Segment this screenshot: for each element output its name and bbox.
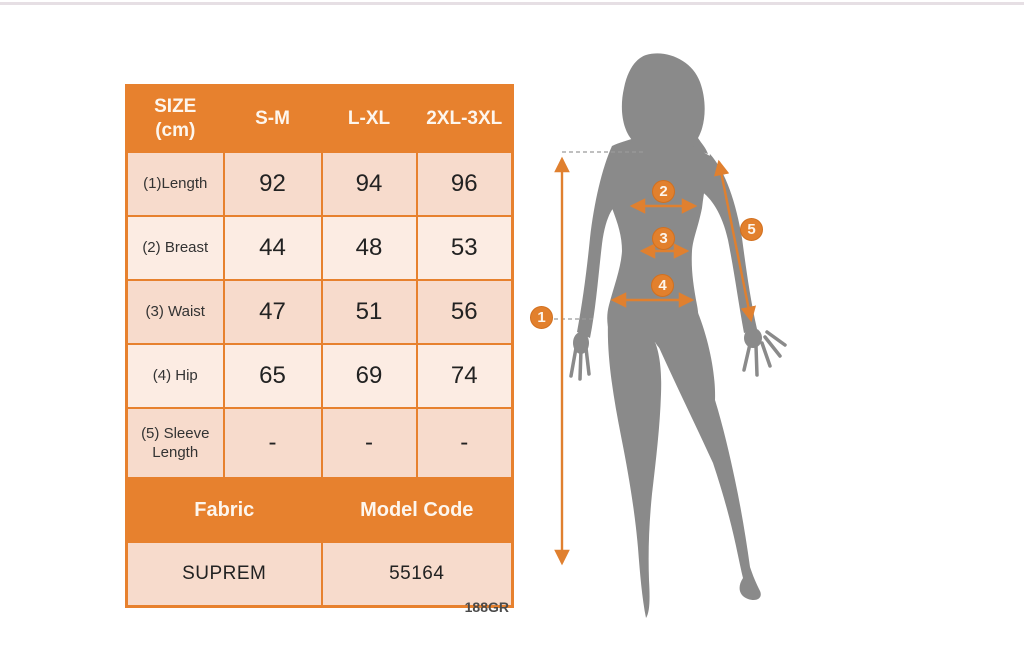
row-label-hip-text: (4) Hip	[152, 367, 198, 385]
measurement-marker-hip: 4	[651, 274, 674, 297]
waist-l-xl-value: 51	[320, 279, 418, 345]
info-value-row: SUPREM 55164	[125, 541, 514, 608]
measurement-marker-length: 1	[530, 306, 553, 329]
sleeve-measure-arrow	[713, 159, 757, 323]
hip-s-m-value: 65	[222, 343, 323, 409]
length-l-xl-value: 94	[320, 151, 418, 217]
size-chart: SIZE (cm) S-M L-XL 2XL-3XL (1)Length 92 …	[125, 84, 514, 608]
hip-l-xl-value: 69	[320, 343, 418, 409]
left-leg-shape	[607, 306, 662, 618]
row-label-breast-text: (2) Breast	[142, 239, 209, 257]
row-label-breast: (2) Breast	[125, 215, 225, 281]
waist-2xl-3xl-value: 56	[415, 279, 514, 345]
body-silhouette	[573, 53, 762, 618]
row-label-length-text: (1)Length	[143, 175, 208, 193]
fabric-weight-footnote: 188GR	[464, 599, 509, 615]
sleeve-2xl-3xl-value: -	[415, 407, 514, 479]
header-s-m: S-M	[222, 84, 323, 153]
size-chart-table: SIZE (cm) S-M L-XL 2XL-3XL (1)Length 92 …	[125, 84, 514, 608]
measurement-marker-waist: 3	[652, 227, 675, 250]
fabric-header: Fabric	[125, 477, 323, 543]
length-s-m-value: 92	[222, 151, 323, 217]
row-label-waist-text: (3) Waist	[145, 303, 205, 321]
hand-fingers	[569, 330, 787, 381]
breast-l-xl-value: 48	[320, 215, 418, 281]
table-row-hip: (4) Hip 65 69 74	[125, 343, 514, 409]
body-silhouette-svg	[554, 53, 787, 618]
breast-2xl-3xl-value: 53	[415, 215, 514, 281]
hip-2xl-3xl-value: 74	[415, 343, 514, 409]
fabric-value: SUPREM	[125, 541, 323, 608]
table-row-breast: (2) Breast 44 48 53	[125, 215, 514, 281]
header-size-cm-label: SIZE (cm)	[154, 96, 197, 141]
left-finger-icon	[569, 346, 578, 378]
header-l-xl-label: L-XL	[347, 108, 391, 130]
header-2xl-3xl-label: 2XL-3XL	[426, 108, 503, 130]
head-shape	[621, 53, 708, 154]
breast-s-m-value: 44	[222, 215, 323, 281]
row-label-waist: (3) Waist	[125, 279, 225, 345]
header-size-cm: SIZE (cm)	[125, 84, 225, 153]
measurement-marker-breast: 2	[652, 180, 675, 203]
header-l-xl: L-XL	[320, 84, 418, 153]
table-row-length: (1)Length 92 94 96	[125, 151, 514, 217]
model-code-value: 55164	[320, 541, 514, 608]
header-2xl-3xl: 2XL-3XL	[415, 84, 514, 153]
left-arm-shape	[577, 146, 623, 338]
row-label-sleeve-length-text: (5) Sleeve Length	[141, 424, 210, 462]
waist-s-m-value: 47	[222, 279, 323, 345]
length-2xl-3xl-value: 96	[415, 151, 514, 217]
row-label-hip: (4) Hip	[125, 343, 225, 409]
table-row-sleeve-length: (5) Sleeve Length - - -	[125, 407, 514, 479]
right-hand-shape	[744, 328, 762, 348]
measurement-figure	[550, 48, 800, 628]
sleeve-s-m-value: -	[222, 407, 323, 479]
size-table-header-row: SIZE (cm) S-M L-XL 2XL-3XL	[125, 84, 514, 153]
info-header-row: Fabric Model Code	[125, 477, 514, 543]
table-row-waist: (3) Waist 47 51 56	[125, 279, 514, 345]
row-label-length: (1)Length	[125, 151, 225, 217]
right-leg-shape	[657, 308, 761, 601]
row-label-sleeve-length: (5) Sleeve Length	[125, 407, 225, 479]
header-s-m-label: S-M	[255, 108, 290, 130]
page-top-divider	[0, 2, 1024, 5]
model-code-header: Model Code	[320, 477, 514, 543]
sleeve-l-xl-value: -	[320, 407, 418, 479]
measurement-marker-sleeve: 5	[740, 218, 763, 241]
